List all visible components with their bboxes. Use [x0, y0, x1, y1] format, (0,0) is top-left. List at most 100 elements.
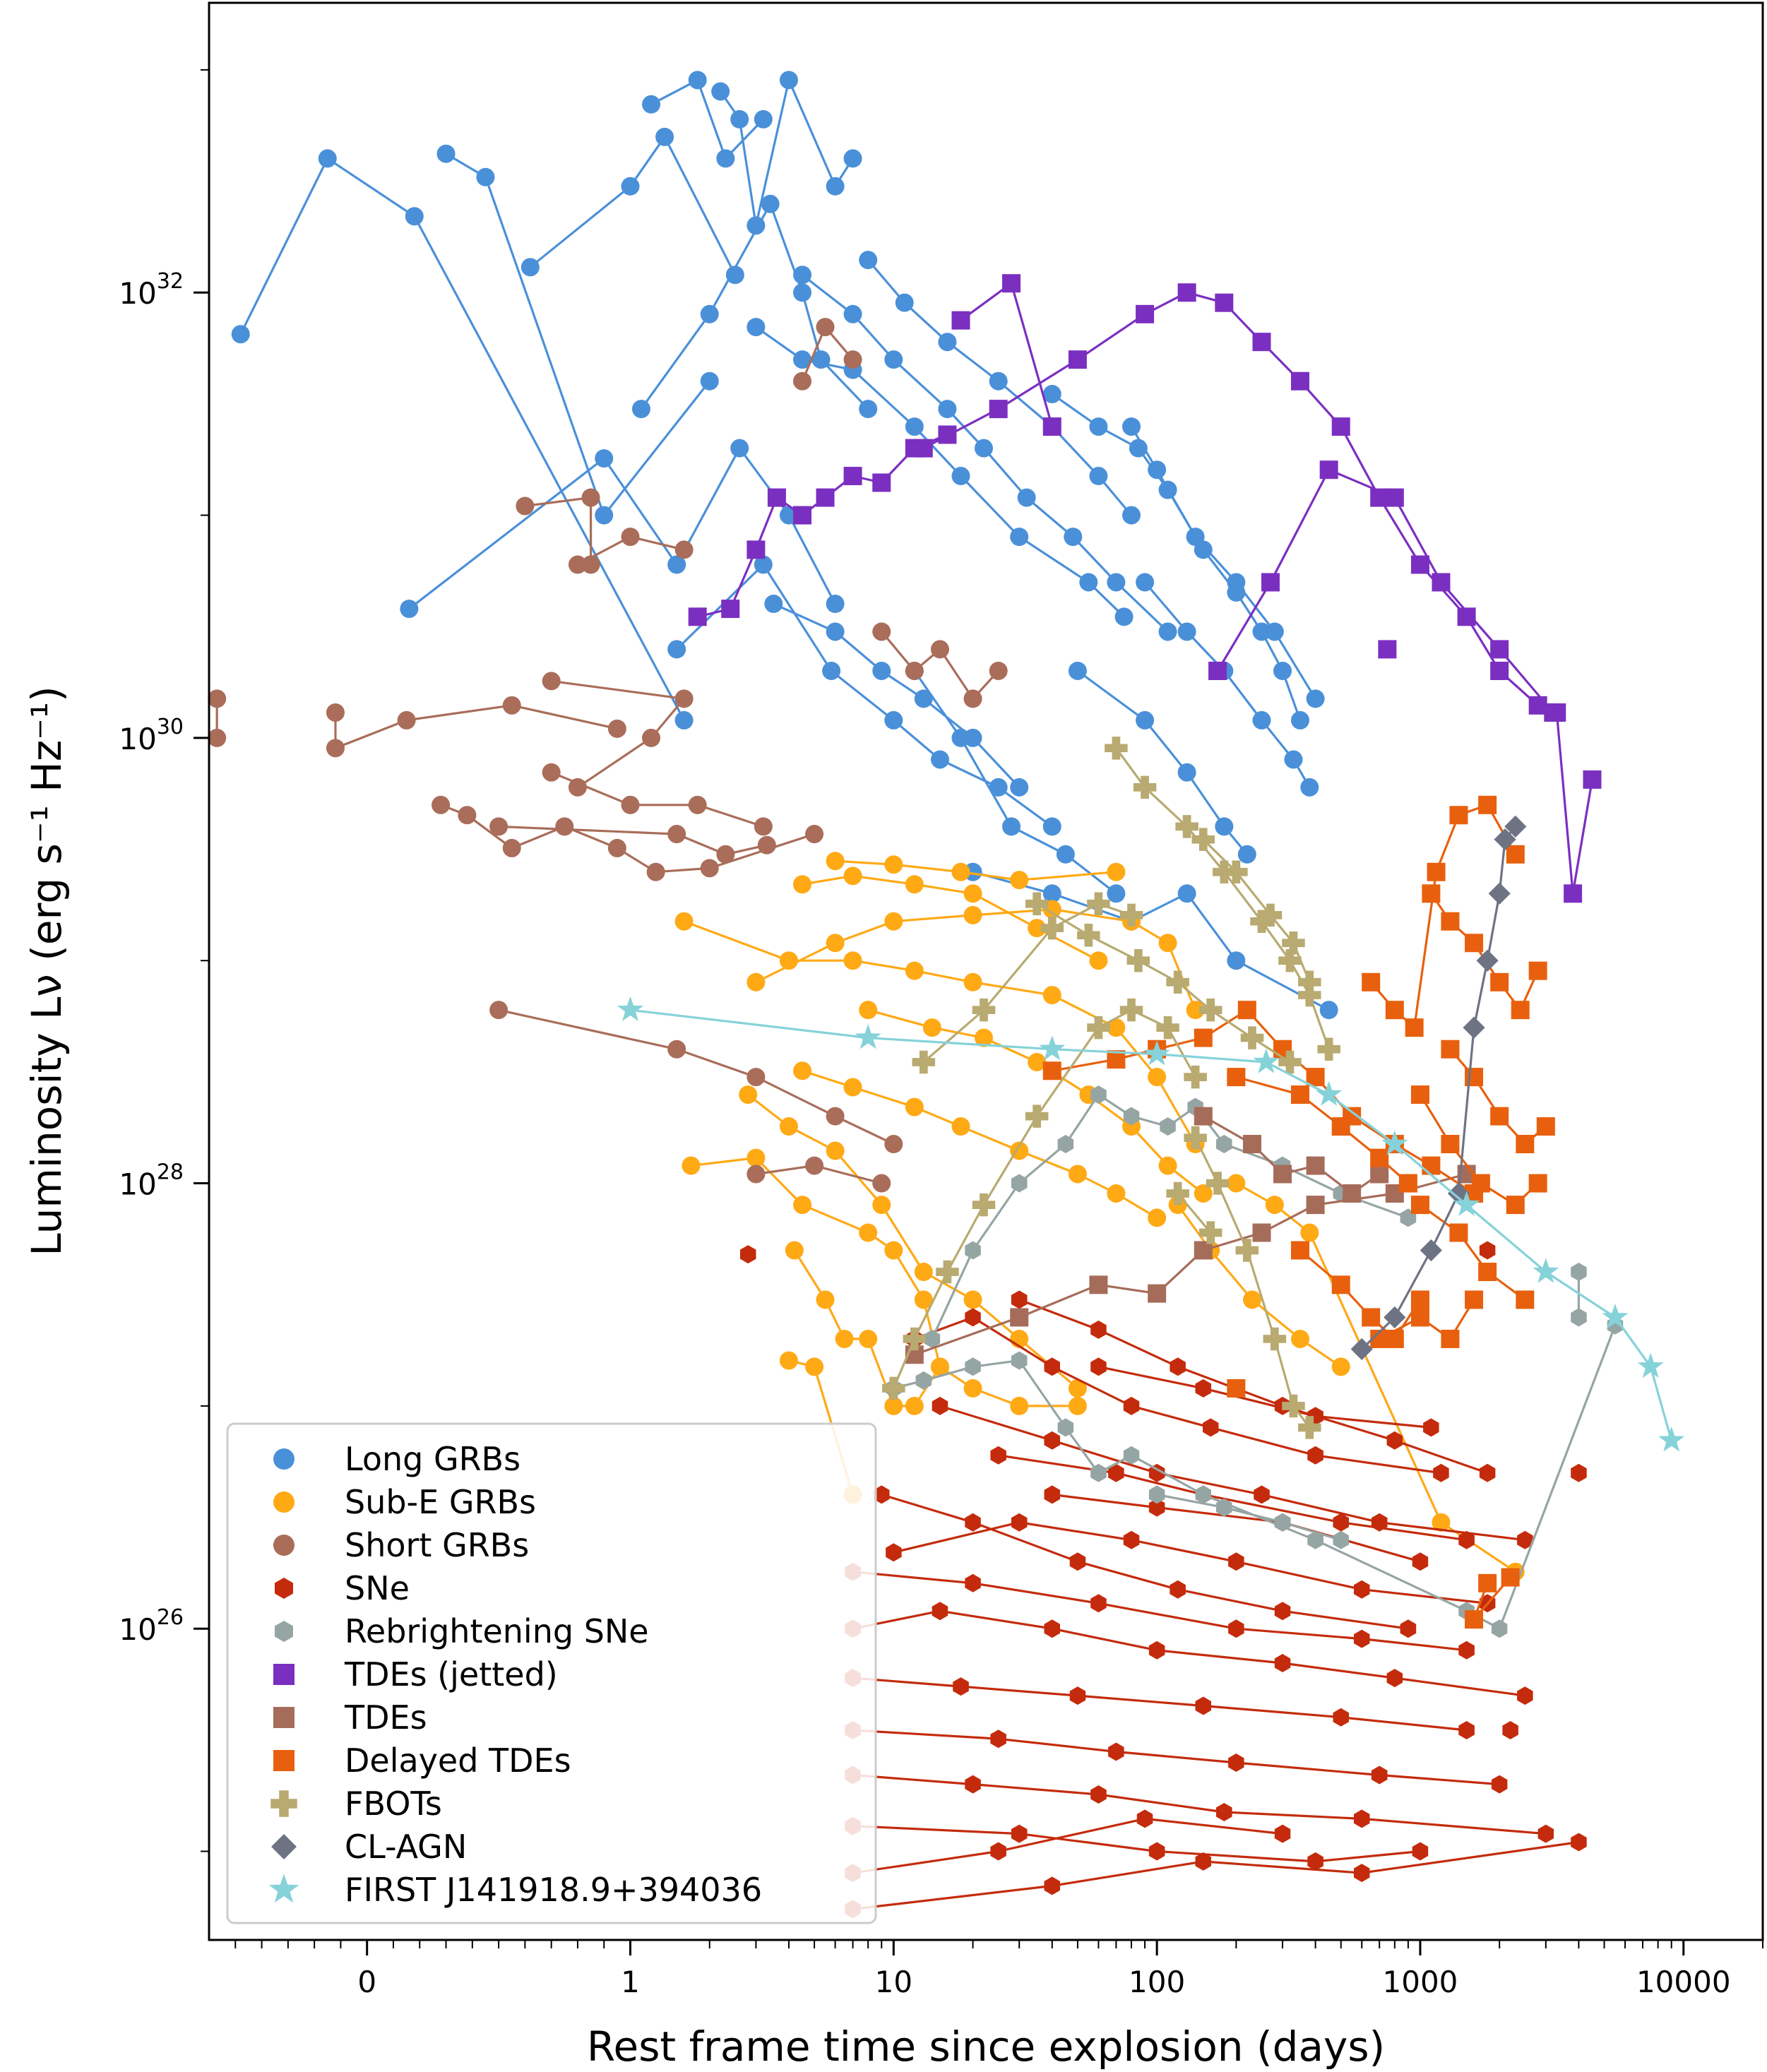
data-point	[872, 622, 891, 641]
data-point	[1227, 1068, 1246, 1087]
data-point	[1488, 882, 1511, 905]
series-line	[640, 203, 869, 410]
data-point	[1501, 1568, 1520, 1587]
data-point	[1119, 998, 1143, 1022]
y-tick-label: 1032	[119, 269, 184, 311]
data-point	[1069, 1552, 1086, 1571]
data-point	[826, 177, 845, 196]
data-point	[655, 127, 674, 146]
data-point	[1479, 1463, 1496, 1482]
series-9	[1350, 815, 1527, 1360]
data-point	[1123, 1530, 1140, 1549]
data-point	[1506, 1196, 1525, 1215]
data-point	[1064, 528, 1083, 547]
data-point	[1170, 1580, 1186, 1599]
x-tick-label: 0	[357, 1965, 376, 1999]
data-point	[1465, 1290, 1484, 1309]
data-point	[489, 817, 508, 836]
series-line	[551, 679, 686, 789]
series-line	[239, 157, 686, 721]
data-point	[1184, 1065, 1207, 1089]
data-point	[843, 951, 862, 970]
data-point	[1354, 1809, 1370, 1828]
data-point	[1148, 1208, 1167, 1227]
series-line	[529, 136, 737, 276]
data-point	[607, 719, 626, 738]
data-point	[843, 350, 862, 369]
data-point	[1571, 1833, 1587, 1852]
data-point	[405, 207, 424, 226]
data-point	[822, 661, 841, 680]
data-point	[1194, 1241, 1213, 1260]
data-point	[476, 167, 495, 186]
x-tick-label: 1	[621, 1965, 640, 1999]
data-point	[1458, 1641, 1475, 1660]
data-point	[963, 972, 982, 992]
data-point	[972, 998, 996, 1022]
data-point	[1478, 1263, 1497, 1282]
data-point	[816, 1290, 835, 1309]
data-point	[568, 778, 587, 797]
data-point	[826, 852, 845, 871]
data-point	[746, 1165, 766, 1184]
data-point	[903, 1327, 927, 1351]
data-point	[746, 1148, 766, 1167]
data-point	[1148, 1463, 1165, 1482]
data-point	[793, 283, 812, 302]
data-point	[1273, 661, 1292, 680]
data-point	[1343, 1184, 1362, 1203]
data-point	[859, 1001, 878, 1020]
legend-entry-label: Delayed TDEs	[345, 1741, 571, 1780]
data-point	[667, 1040, 686, 1059]
data-point	[779, 1351, 798, 1370]
data-point	[1044, 1485, 1060, 1504]
legend-entry-label: Rebrightening SNe	[345, 1612, 649, 1650]
data-point	[721, 600, 740, 619]
data-point	[1410, 555, 1429, 574]
data-point	[1240, 1026, 1264, 1049]
data-point	[1441, 1329, 1460, 1348]
data-point	[436, 144, 456, 163]
data-point	[1216, 1135, 1232, 1153]
data-point	[989, 661, 1008, 680]
data-point	[1195, 1696, 1211, 1715]
legend-entry-label: Sub-E GRBs	[345, 1483, 536, 1521]
data-point	[915, 1371, 932, 1390]
data-point	[1235, 1239, 1259, 1262]
data-point	[1333, 1530, 1349, 1549]
data-point	[1089, 951, 1108, 970]
data-point	[1316, 1080, 1343, 1106]
data-point	[1216, 1498, 1232, 1517]
data-point	[1227, 573, 1246, 592]
data-point	[754, 555, 773, 574]
data-point	[667, 640, 686, 659]
data-point	[1458, 1721, 1475, 1739]
data-point	[793, 350, 812, 369]
data-point	[1148, 1498, 1165, 1517]
data-point	[1119, 903, 1143, 927]
data-point	[914, 1290, 933, 1309]
data-point	[1090, 1785, 1107, 1804]
data-point	[1252, 333, 1271, 352]
data-point	[318, 149, 337, 168]
data-point	[1177, 884, 1196, 903]
series-line	[1098, 1365, 1432, 1429]
data-point	[746, 540, 766, 559]
data-point	[1528, 961, 1547, 980]
data-point	[963, 905, 982, 924]
data-point	[1011, 1174, 1028, 1193]
data-point	[674, 540, 694, 559]
data-point	[1432, 573, 1451, 592]
data-point	[1491, 1619, 1508, 1638]
data-point	[1177, 622, 1196, 641]
y-axis-ticks: 1026 1028 1030 1032	[119, 69, 209, 1852]
data-point	[1010, 871, 1029, 890]
data-point	[1090, 1320, 1107, 1339]
data-point	[1350, 1338, 1373, 1360]
data-point	[1158, 934, 1177, 953]
data-point	[1090, 1085, 1107, 1105]
data-point	[700, 859, 719, 878]
data-point	[1465, 1610, 1484, 1629]
data-point	[1536, 1117, 1555, 1136]
data-point	[1198, 1221, 1222, 1244]
